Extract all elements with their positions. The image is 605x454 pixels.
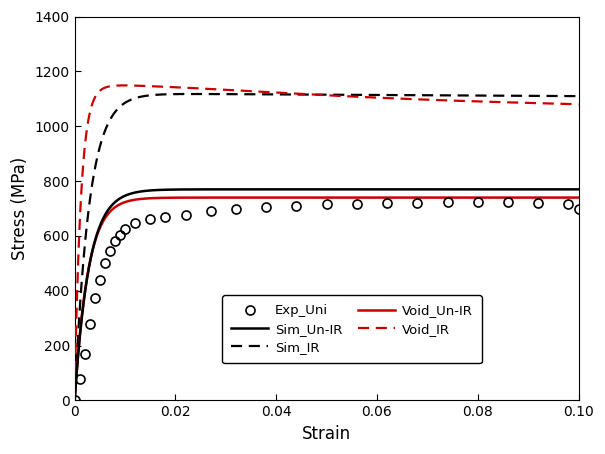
Y-axis label: Stress (MPa): Stress (MPa): [11, 157, 29, 260]
X-axis label: Strain: Strain: [302, 425, 351, 443]
Legend: Exp_Uni, Sim_Un-IR, Sim_IR, Void_Un-IR, Void_IR: Exp_Uni, Sim_Un-IR, Sim_IR, Void_Un-IR, …: [222, 295, 482, 363]
